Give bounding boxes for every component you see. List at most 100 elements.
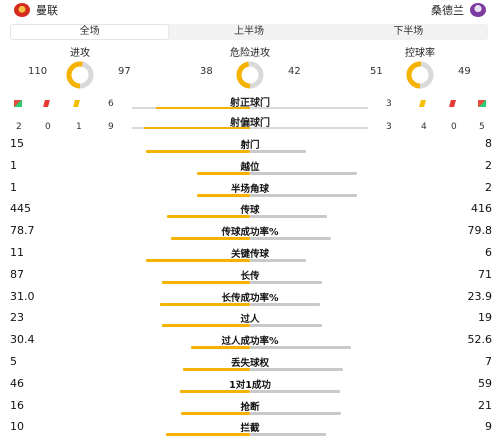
stat-row: 46 1对1成功 59 [0,377,500,398]
stat-away-bar [250,303,320,306]
shots-on-target-label: 射正球门 [230,98,270,109]
stat-away-value: 9 [485,420,492,433]
dangerous-attacks-away-value: 42 [288,66,301,77]
possession-ring-fill [406,61,434,89]
stat-home-value: 16 [10,399,24,412]
shots-on-target-track [132,107,368,109]
stat-label: 长传成功率% [221,293,279,304]
stat-home-bar [146,150,250,153]
stat-home-bar [180,390,250,393]
stat-home-value: 15 [10,137,24,150]
dangerous-attacks-ring-chart [236,61,264,89]
stat-label: 射门 [240,140,260,151]
possession-title: 控球率 [405,48,435,59]
dangerous-attacks-title: 危险进攻 [230,48,270,59]
stat-away-value: 416 [471,202,492,215]
period-tabs: 全场 上半场 下半场 [10,24,488,40]
stat-row: 445 传球 416 [0,202,500,223]
home-yellow-cards: 1 [76,122,82,132]
stat-label: 半场角球 [230,184,269,195]
tab-first-half[interactable]: 上半场 [233,26,264,37]
sunderland-crest-icon [470,3,486,17]
stat-row: 1 半场角球 2 [0,181,500,202]
dangerous-attacks-home-value: 38 [200,66,213,77]
stat-home-value: 87 [10,268,24,281]
away-shots-on-target: 3 [386,99,392,109]
home-team[interactable]: 曼联 [14,2,58,18]
stat-row: 23 过人 19 [0,311,500,332]
tab-second-half[interactable]: 下半场 [393,26,424,37]
stat-away-value: 79.8 [467,224,493,237]
stat-label: 传球 [240,205,260,216]
attacks-home-value: 110 [28,66,48,77]
stat-away-bar [250,194,357,197]
stat-row: 1 越位 2 [0,159,500,180]
tab-full-match[interactable]: 全场 [10,24,170,40]
stat-home-value: 23 [10,311,24,324]
stat-away-bar [250,390,340,393]
stat-away-bar [250,433,326,436]
shots-off-target-track [132,127,368,129]
stat-away-bar [250,237,331,240]
stat-away-value: 8 [485,137,492,150]
stat-row: 31.0 长传成功率% 23.9 [0,290,500,311]
stat-row: 15 射门 8 [0,137,500,158]
away-team-name: 桑德兰 [431,4,464,17]
stat-home-bar [146,259,250,262]
away-shots-off-target: 3 [386,122,392,132]
stat-label: 1对1成功 [229,380,271,391]
stat-home-bar [181,412,250,415]
stat-home-value: 78.7 [10,224,35,237]
stat-home-value: 10 [10,420,24,433]
stat-row: 30.4 过人成功率% 52.6 [0,333,500,354]
attacks-title: 进攻 [70,48,90,59]
shots-off-target-label: 射偏球门 [230,118,270,129]
stat-home-value: 30.4 [10,333,35,346]
stat-label: 关键传球 [230,249,269,260]
stat-label: 越位 [240,162,260,173]
attacks-ring-fill [66,61,94,89]
stat-label: 传球成功率% [221,227,279,238]
stat-home-bar [166,433,250,436]
dangerous-attacks-ring-fill [236,61,264,89]
home-shots-on-target: 6 [108,99,114,109]
stat-home-value: 445 [10,202,31,215]
stat-home-value: 5 [10,355,17,368]
stat-away-value: 21 [478,399,492,412]
stat-label: 丢失球权 [230,358,269,369]
possession-away-value: 49 [458,66,471,77]
stat-away-value: 71 [478,268,492,281]
stat-home-bar [191,346,250,349]
stat-home-value: 1 [10,159,17,172]
home-shots-off-target: 9 [108,122,114,132]
attacks-ring-stat: 进攻 110 97 [10,44,150,94]
stat-away-value: 23.9 [467,290,493,303]
stat-home-bar [197,194,250,197]
attacks-away-value: 97 [118,66,131,77]
attacks-ring-chart [66,61,94,89]
stat-away-bar [250,172,357,175]
stat-away-value: 6 [485,246,492,259]
away-red-cards: 0 [451,122,457,132]
manchester-united-crest-icon [14,3,30,17]
stat-row: 78.7 传球成功率% 79.8 [0,224,500,245]
stat-home-bar [183,368,250,371]
stat-label: 过人成功率% [221,336,279,347]
shots-off-target-fill [144,127,250,129]
stat-label: 抢断 [240,402,260,413]
stat-away-bar [250,324,322,327]
stat-home-bar [162,324,250,327]
stat-home-bar [171,237,250,240]
away-team[interactable]: 桑德兰 [431,2,486,18]
stat-home-bar [167,215,250,218]
stat-away-bar [250,368,343,371]
stat-row: 10 拦截 9 [0,420,500,440]
stat-label: 长传 [240,271,260,282]
corner-flag-icon [14,100,22,107]
stat-away-bar [250,346,351,349]
match-header: 曼联 桑德兰 [0,0,500,18]
stat-row: 87 长传 71 [0,268,500,289]
stat-away-value: 19 [478,311,492,324]
shots-on-target-fill [156,107,250,109]
stat-home-value: 46 [10,377,24,390]
